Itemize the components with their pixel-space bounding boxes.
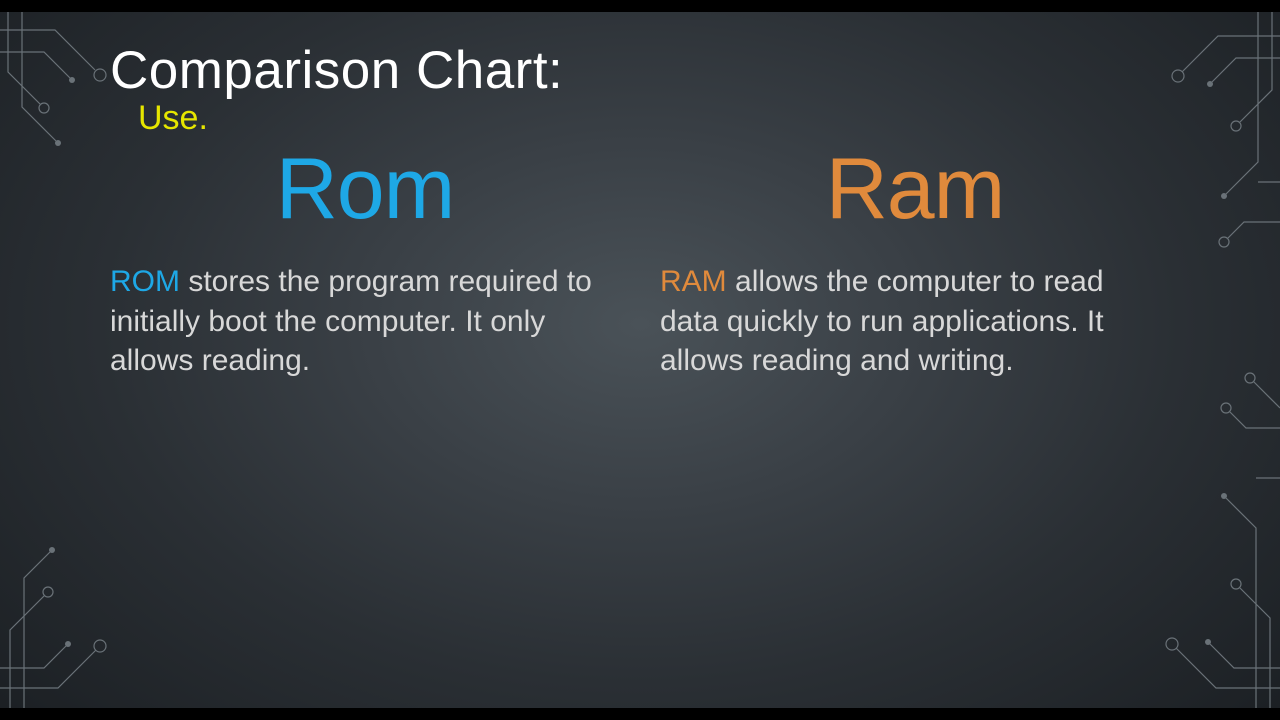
- rom-body-text: stores the program required to initially…: [110, 265, 592, 377]
- letterbox-bottom: [0, 708, 1280, 720]
- slide-title: Comparison Chart:: [110, 40, 1170, 101]
- ram-body-text: allows the computer to read data quickly…: [660, 265, 1104, 377]
- ram-lead: RAM: [660, 265, 727, 298]
- ram-body: RAM allows the computer to read data qui…: [660, 262, 1170, 381]
- rom-lead: ROM: [110, 265, 180, 298]
- rom-heading: Rom: [110, 144, 620, 234]
- column-ram: Ram RAM allows the computer to read data…: [660, 144, 1170, 381]
- rom-body: ROM stores the program required to initi…: [110, 262, 620, 381]
- column-rom: Rom ROM stores the program required to i…: [110, 144, 620, 381]
- slide: Comparison Chart: Use. Rom ROM stores th…: [0, 12, 1280, 708]
- comparison-columns: Rom ROM stores the program required to i…: [110, 144, 1170, 381]
- ram-heading: Ram: [660, 144, 1170, 234]
- letterbox-top: [0, 0, 1280, 12]
- slide-subtitle: Use.: [138, 99, 1170, 138]
